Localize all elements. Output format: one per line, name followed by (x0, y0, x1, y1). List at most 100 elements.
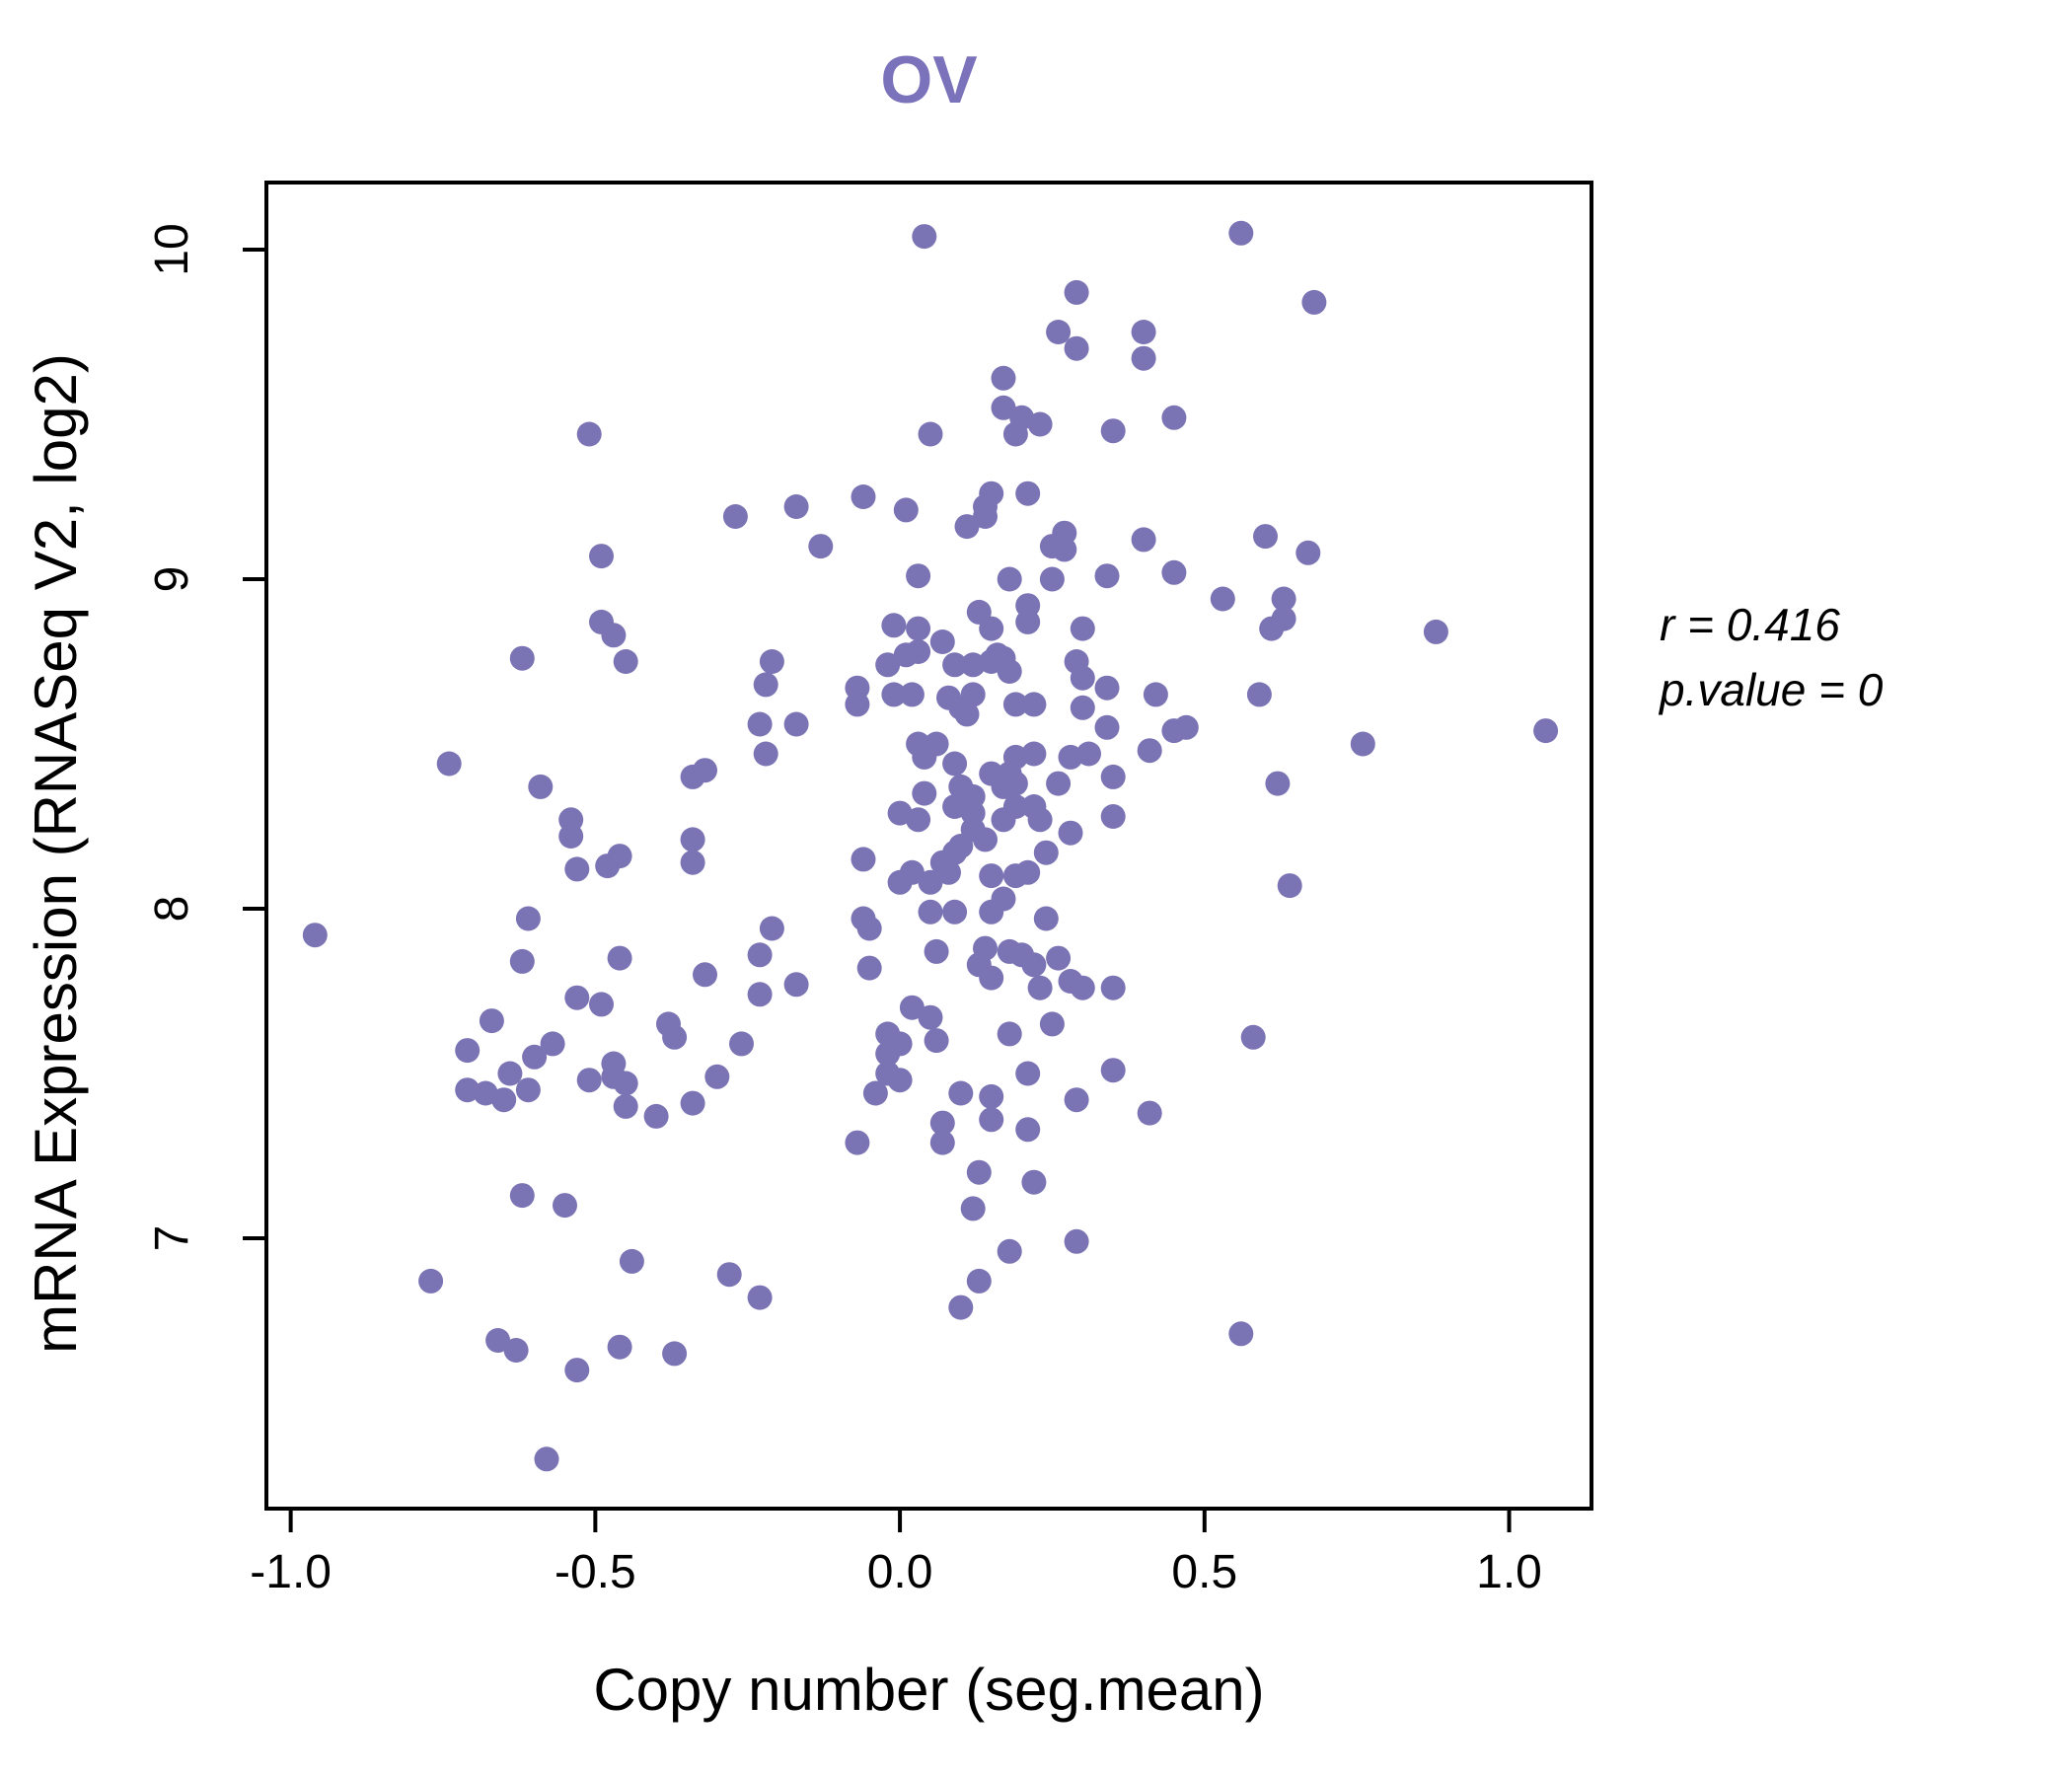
y-tick-label: 10 (146, 223, 198, 276)
data-point (1094, 714, 1120, 740)
data-point (1033, 840, 1059, 865)
data-point (455, 1077, 481, 1103)
data-point (960, 652, 986, 678)
data-point (1064, 1087, 1089, 1113)
data-point (991, 645, 1016, 671)
data-point (1094, 675, 1120, 701)
data-point (1027, 411, 1053, 437)
data-point (1240, 1024, 1266, 1050)
data-point (1265, 771, 1291, 796)
data-point (906, 563, 931, 589)
data-point (1027, 975, 1053, 1000)
data-point (704, 1064, 730, 1089)
data-point (613, 649, 638, 674)
data-point (522, 1044, 548, 1070)
data-point (912, 744, 937, 770)
data-point (491, 1087, 517, 1113)
data-point (1021, 952, 1047, 978)
data-point (918, 421, 943, 447)
data-point (1271, 586, 1296, 612)
data-point (918, 1004, 943, 1030)
data-point (1131, 345, 1156, 371)
data-point (418, 1268, 444, 1294)
data-point (979, 965, 1004, 991)
data-point (918, 899, 943, 925)
data-point (759, 649, 784, 674)
r-value-text: r = 0.416 (1660, 599, 1840, 650)
data-point (607, 945, 632, 971)
y-tick-label: 8 (146, 895, 198, 923)
data-point (1076, 741, 1101, 767)
data-point (1137, 738, 1162, 764)
data-point (979, 1107, 1004, 1133)
data-point (1070, 616, 1095, 641)
data-point (302, 923, 328, 948)
data-point (1161, 559, 1187, 585)
data-point (887, 869, 913, 895)
data-point (1350, 731, 1375, 757)
data-point (1027, 807, 1053, 833)
data-point (1100, 804, 1126, 829)
data-point (948, 1080, 974, 1106)
data-point (1070, 665, 1095, 691)
data-point (1015, 481, 1041, 506)
data-point (1015, 1061, 1041, 1086)
data-point (1423, 619, 1448, 644)
data-point (1301, 289, 1327, 315)
data-point (991, 886, 1016, 912)
data-point (887, 1068, 913, 1093)
data-point (948, 1295, 974, 1320)
data-point (1100, 975, 1126, 1000)
data-point (1100, 418, 1126, 444)
data-point (601, 623, 627, 648)
data-point (856, 916, 882, 941)
data-point (1021, 741, 1047, 767)
data-point (924, 938, 949, 964)
data-point (808, 534, 834, 559)
data-point (966, 1159, 992, 1185)
y-axis-ticks (243, 248, 264, 1240)
data-point (479, 1008, 504, 1034)
data-point (845, 1130, 870, 1155)
data-point (747, 982, 773, 1007)
data-point (716, 1262, 742, 1288)
data-point (1046, 771, 1072, 796)
data-point (753, 741, 778, 767)
data-point (862, 1080, 888, 1106)
data-point (680, 1090, 705, 1116)
data-point (997, 1238, 1022, 1264)
plot-frame (264, 181, 1593, 1511)
data-point (929, 629, 955, 654)
data-point (619, 1248, 644, 1274)
data-point (1210, 586, 1235, 612)
data-point (1070, 695, 1095, 720)
data-point (1100, 1058, 1126, 1083)
data-point (1161, 405, 1187, 430)
data-point (662, 1341, 688, 1367)
data-point (693, 962, 717, 988)
data-point (509, 645, 535, 671)
data-point (875, 652, 901, 678)
data-point (1058, 744, 1083, 770)
data-point (942, 899, 968, 925)
data-point (613, 1071, 638, 1096)
data-point (954, 702, 980, 727)
data-point (1533, 718, 1559, 744)
data-point (1058, 820, 1083, 846)
data-point (929, 1130, 955, 1155)
chart-title: OV (880, 42, 978, 117)
data-point (564, 856, 590, 882)
x-tick-label: 0.0 (866, 1546, 933, 1598)
scatter-points (302, 220, 1559, 1472)
data-point (534, 1446, 559, 1472)
data-point (783, 711, 809, 737)
data-point (1295, 540, 1321, 565)
data-point (564, 1358, 590, 1383)
data-point (856, 955, 882, 981)
data-point (747, 942, 773, 968)
data-point (1064, 1228, 1089, 1254)
data-point (966, 1268, 992, 1294)
data-point (906, 616, 931, 641)
